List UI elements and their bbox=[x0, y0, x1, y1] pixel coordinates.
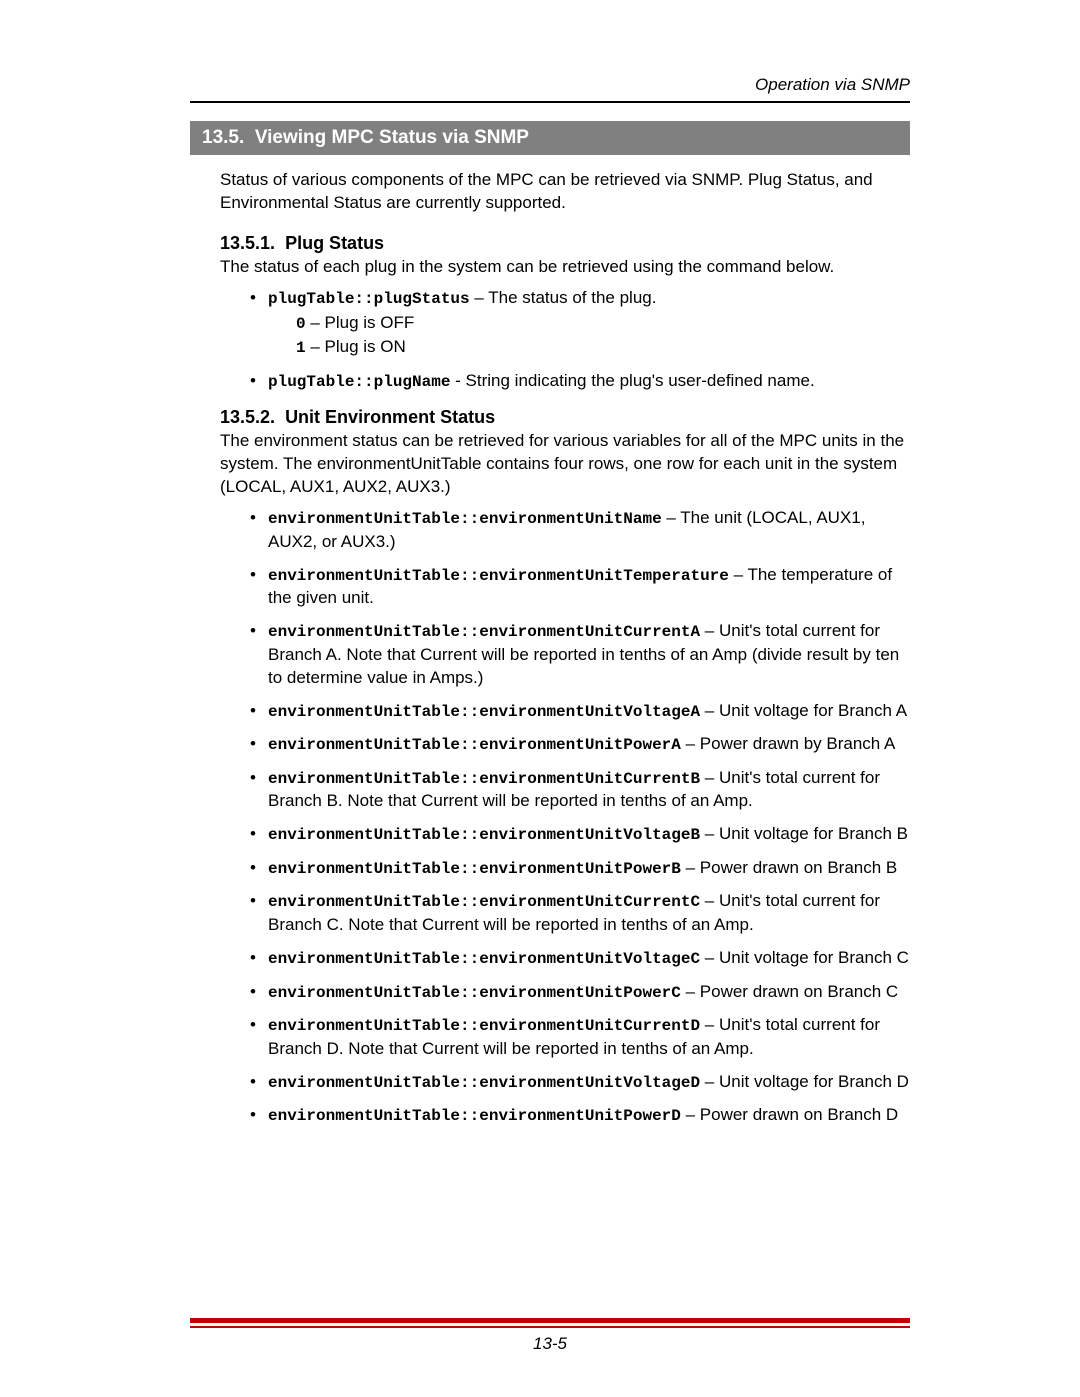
code-literal: environmentUnitTable::environmentUnitCur… bbox=[268, 893, 700, 911]
list-item: environmentUnitTable::environmentUnitTem… bbox=[250, 564, 910, 611]
list-item: environmentUnitTable::environmentUnitVol… bbox=[250, 1071, 910, 1095]
item-desc: Power drawn on Branch B bbox=[700, 858, 898, 877]
code-literal: environmentUnitTable::environmentUnitPow… bbox=[268, 860, 681, 878]
page-content: Operation via SNMP 13.5. Viewing MPC Sta… bbox=[190, 75, 910, 1142]
list-item: environmentUnitTable::environmentUnitPow… bbox=[250, 1104, 910, 1128]
section-intro: Status of various components of the MPC … bbox=[220, 169, 910, 215]
separator: – bbox=[681, 1105, 700, 1124]
code-literal: 1 bbox=[296, 339, 306, 357]
code-literal: 0 bbox=[296, 315, 306, 333]
list-item: environmentUnitTable::environmentUnitVol… bbox=[250, 823, 910, 847]
header-rule bbox=[190, 101, 910, 103]
list-item: plugTable::plugStatus – The status of th… bbox=[250, 287, 910, 360]
separator: – bbox=[700, 891, 719, 910]
list-item: environmentUnitTable::environmentUnitVol… bbox=[250, 700, 910, 724]
item-desc: Power drawn on Branch C bbox=[700, 982, 898, 1001]
code-literal: environmentUnitTable::environmentUnitVol… bbox=[268, 826, 700, 844]
subsection-heading: 13.5.2. Unit Environment Status bbox=[220, 407, 910, 428]
separator: – bbox=[700, 768, 719, 787]
code-literal: plugTable::plugName bbox=[268, 373, 450, 391]
subsection-title: Unit Environment Status bbox=[285, 407, 495, 427]
code-literal: environmentUnitTable::environmentUnitCur… bbox=[268, 623, 700, 641]
subsection-number: 13.5.2. bbox=[220, 407, 275, 427]
separator: – bbox=[700, 701, 719, 720]
subsection-number: 13.5.1. bbox=[220, 233, 275, 253]
sub-lines: 0 – Plug is OFF 1 – Plug is ON bbox=[296, 312, 910, 359]
separator: – bbox=[662, 508, 681, 527]
code-literal: environmentUnitTable::environmentUnitPow… bbox=[268, 1107, 681, 1125]
environment-status-list: environmentUnitTable::environmentUnitNam… bbox=[250, 507, 910, 1128]
page-number: 13-5 bbox=[190, 1334, 910, 1354]
code-literal: environmentUnitTable::environmentUnitVol… bbox=[268, 1074, 700, 1092]
separator: – bbox=[729, 565, 748, 584]
code-literal: environmentUnitTable::environmentUnitVol… bbox=[268, 950, 700, 968]
code-literal: plugTable::plugStatus bbox=[268, 290, 470, 308]
footer-rule-thin bbox=[190, 1326, 910, 1328]
list-item: environmentUnitTable::environmentUnitVol… bbox=[250, 947, 910, 971]
separator: – bbox=[681, 734, 700, 753]
footer-rule-thick bbox=[190, 1318, 910, 1323]
item-desc: String indicating the plug's user-define… bbox=[466, 371, 815, 390]
list-item: environmentUnitTable::environmentUnitPow… bbox=[250, 733, 910, 757]
list-item: environmentUnitTable::environmentUnitPow… bbox=[250, 981, 910, 1005]
separator: – bbox=[700, 824, 719, 843]
separator: – bbox=[681, 982, 700, 1001]
subsection-title: Plug Status bbox=[285, 233, 384, 253]
list-item: environmentUnitTable::environmentUnitCur… bbox=[250, 620, 910, 689]
separator: – bbox=[700, 948, 719, 967]
list-item: environmentUnitTable::environmentUnitNam… bbox=[250, 507, 910, 554]
code-literal: environmentUnitTable::environmentUnitNam… bbox=[268, 510, 662, 528]
list-item: environmentUnitTable::environmentUnitCur… bbox=[250, 1014, 910, 1061]
section-title: Viewing MPC Status via SNMP bbox=[255, 127, 529, 148]
separator: – bbox=[700, 621, 719, 640]
code-literal: environmentUnitTable::environmentUnitPow… bbox=[268, 984, 681, 1002]
section-number: 13.5. bbox=[202, 127, 244, 148]
separator: – bbox=[700, 1015, 719, 1034]
list-item: environmentUnitTable::environmentUnitCur… bbox=[250, 890, 910, 937]
list-item: environmentUnitTable::environmentUnitPow… bbox=[250, 857, 910, 881]
code-literal: environmentUnitTable::environmentUnitVol… bbox=[268, 703, 700, 721]
item-desc: Unit voltage for Branch C bbox=[719, 948, 909, 967]
subsection-intro: The environment status can be retrieved … bbox=[220, 430, 910, 499]
item-desc: Power drawn by Branch A bbox=[700, 734, 896, 753]
list-item: plugTable::plugName - String indicating … bbox=[250, 370, 910, 394]
code-literal: environmentUnitTable::environmentUnitTem… bbox=[268, 567, 729, 585]
item-desc: Unit voltage for Branch A bbox=[719, 701, 907, 720]
item-desc: Unit voltage for Branch B bbox=[719, 824, 908, 843]
subsection-intro: The status of each plug in the system ca… bbox=[220, 256, 910, 279]
plug-status-list: plugTable::plugStatus – The status of th… bbox=[250, 287, 910, 393]
item-desc: Power drawn on Branch D bbox=[700, 1105, 898, 1124]
separator: – bbox=[700, 1072, 719, 1091]
separator: - bbox=[450, 371, 465, 390]
item-desc: The status of the plug. bbox=[488, 288, 656, 307]
subsection-heading: 13.5.1. Plug Status bbox=[220, 233, 910, 254]
running-head: Operation via SNMP bbox=[190, 75, 910, 95]
section-banner: 13.5. Viewing MPC Status via SNMP bbox=[190, 121, 910, 155]
separator: – bbox=[681, 858, 700, 877]
code-literal: environmentUnitTable::environmentUnitCur… bbox=[268, 770, 700, 788]
list-item: environmentUnitTable::environmentUnitCur… bbox=[250, 767, 910, 814]
page-footer: 13-5 bbox=[190, 1298, 910, 1354]
code-literal: environmentUnitTable::environmentUnitCur… bbox=[268, 1017, 700, 1035]
code-literal: environmentUnitTable::environmentUnitPow… bbox=[268, 736, 681, 754]
item-desc: Unit voltage for Branch D bbox=[719, 1072, 909, 1091]
separator: – bbox=[470, 288, 489, 307]
